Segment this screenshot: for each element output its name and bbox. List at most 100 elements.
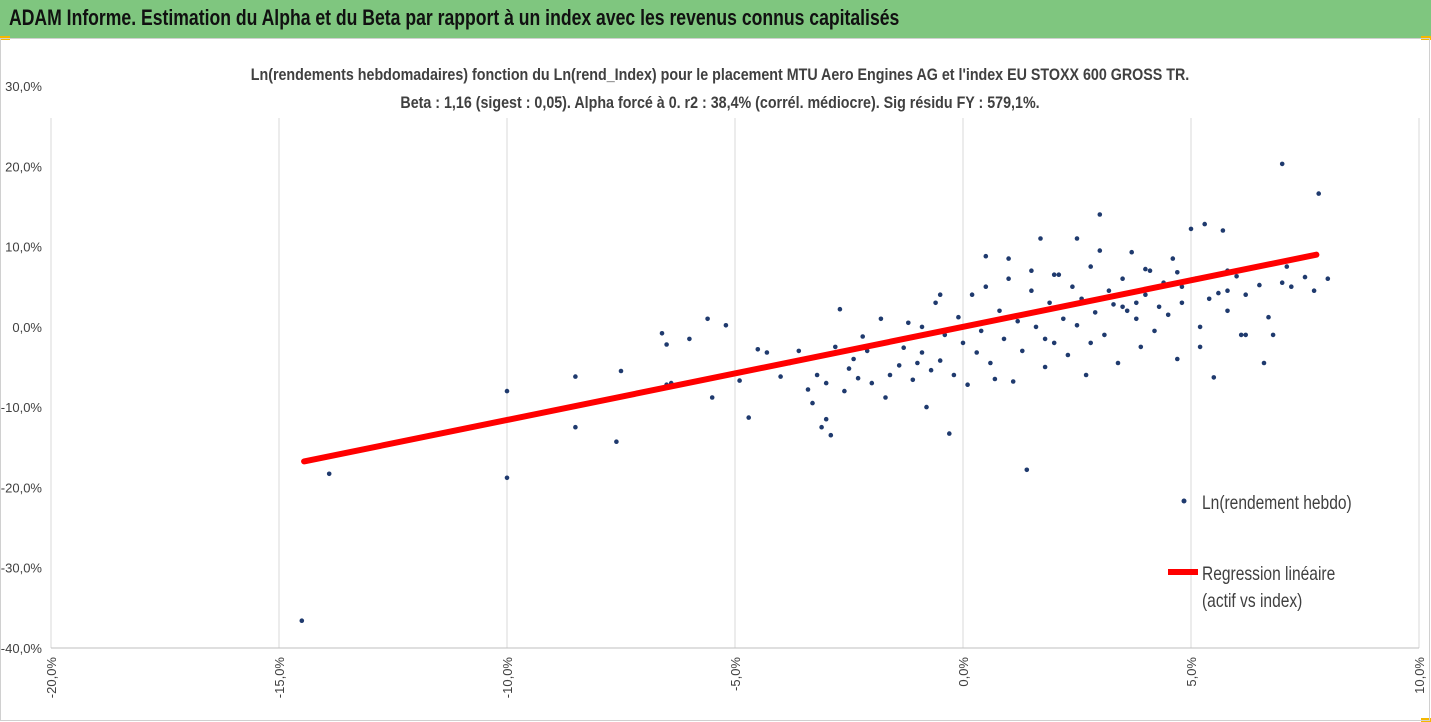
data-point [1120,304,1125,310]
data-point [855,375,861,381]
data-point [1279,280,1285,286]
chart-legend: Ln(rendement hebdo) Regression linéaire … [1168,492,1352,612]
data-point [814,372,820,378]
data-point [915,360,920,366]
x-tick-label: -10,0% [500,657,515,699]
data-point [1302,274,1308,280]
data-point [1175,356,1180,362]
data-point [1088,264,1093,269]
data-point [919,324,925,330]
chart-frame [0,38,1430,721]
data-point [1120,276,1125,282]
data-point [969,292,975,298]
data-point [1042,336,1048,342]
data-point [842,388,847,394]
data-point [1083,372,1089,378]
data-point [709,395,715,400]
y-tick-label: 20,0% [5,159,42,174]
data-point [1038,236,1043,241]
data-point [1311,288,1317,294]
data-point [1029,288,1034,294]
data-point [1006,256,1011,261]
data-point [1211,375,1217,380]
data-point [810,400,815,406]
data-point [906,320,911,326]
data-point [887,372,893,378]
data-point [988,360,993,366]
data-point [1051,272,1057,278]
data-point [299,618,305,623]
y-tick-label: -30,0% [1,561,43,576]
data-point [1102,332,1107,338]
data-point [1152,328,1157,334]
data-point [1206,296,1212,302]
data-point [1289,284,1294,290]
data-point [823,416,829,422]
data-point [1143,292,1148,298]
data-point [778,374,783,379]
data-point [1216,290,1221,296]
data-point [1243,332,1248,338]
data-point [1070,284,1075,290]
data-point [504,388,510,394]
data-point [960,340,966,346]
data-point [819,424,824,430]
data-point [992,376,998,382]
data-point [896,363,902,368]
data-point [1138,344,1144,350]
chart-title: Ln(rendements hebdomadaires) fonction du… [251,66,1189,84]
data-point [755,347,761,352]
data-point [851,356,856,362]
legend-label-line-2: (actif vs index) [1202,590,1302,612]
data-point [1051,340,1057,346]
data-point [1179,300,1185,306]
data-point [618,368,624,374]
data-point [805,387,811,392]
data-point [1165,312,1171,318]
data-point [1106,288,1112,294]
y-tick-label: -40,0% [1,641,43,656]
data-point [928,367,934,373]
data-point [723,323,729,328]
data-point [978,328,984,334]
data-point [1088,340,1093,346]
legend-marker-scatter [1181,498,1187,504]
data-point [1170,256,1176,261]
data-point [983,253,989,259]
data-point [1056,272,1062,278]
data-point [1010,379,1016,384]
y-tick-labels: 30,0% 20,0% 10,0% 0,0% -10,0% -20,0% -30,0% -40… [1,79,43,656]
data-point [746,415,751,420]
y-tick-label: 0,0% [12,320,42,335]
data-point [1097,212,1103,217]
data-point [1074,236,1080,241]
data-point [869,380,875,386]
data-point [687,336,692,342]
data-point [1092,310,1098,315]
data-point [883,395,888,400]
data-point [1284,264,1290,269]
data-point [1179,284,1185,290]
data-point [1279,161,1285,167]
data-point [933,300,938,306]
x-tick-label: -5,0% [728,657,743,691]
data-point [974,350,979,355]
data-point [1006,276,1011,282]
data-point [823,380,829,386]
data-point [705,316,710,322]
data-point [614,439,619,445]
data-point [1188,226,1194,232]
data-point [846,366,852,371]
data-point [1001,336,1007,342]
data-point [1111,302,1116,307]
data-point [1033,324,1039,330]
data-point [1097,248,1103,253]
grid-lines [50,118,1420,648]
data-point [504,475,510,481]
data-point [947,431,952,436]
data-point [1029,268,1034,274]
data-point [1225,288,1230,294]
scatter-points [299,161,1331,623]
data-point [919,350,925,355]
